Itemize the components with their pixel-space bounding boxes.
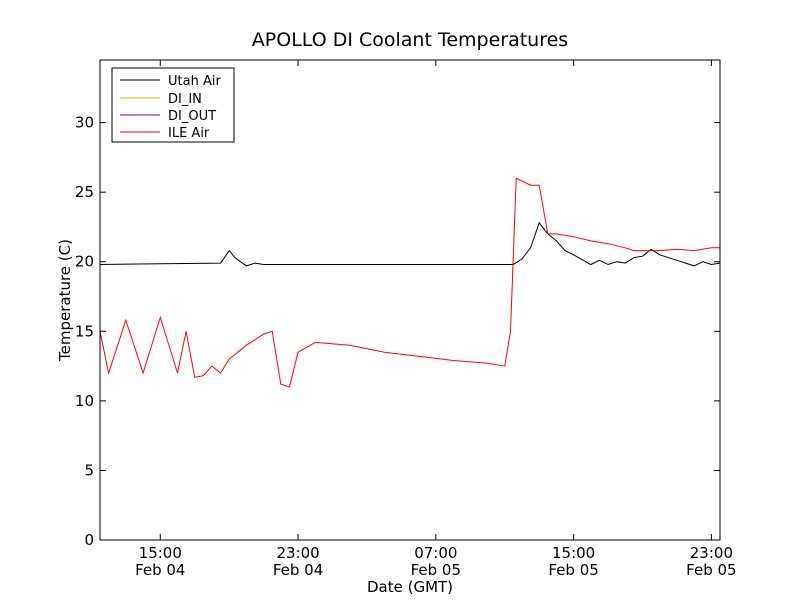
x-tick-label-time: 15:00 <box>552 544 595 562</box>
y-tick-label: 0 <box>84 531 94 549</box>
x-tick-label-date: Feb 05 <box>686 561 736 579</box>
x-tick-label-time: 07:00 <box>414 544 457 562</box>
x-tick-label-time: 23:00 <box>690 544 733 562</box>
y-tick-label: 20 <box>75 253 94 271</box>
plot-frame <box>99 59 721 541</box>
legend-label-ile-air: ILE Air <box>168 126 210 141</box>
x-tick-label-date: Feb 04 <box>135 561 185 579</box>
series-line-ile-air <box>99 177 720 388</box>
legend: Utah Air DI_IN DI_OUT ILE Air <box>111 67 235 143</box>
y-tick-label: 30 <box>75 114 94 132</box>
y-ticks: 0 5 10 15 20 25 30 <box>75 114 720 549</box>
legend-label-di-out: DI_OUT <box>168 109 216 124</box>
x-tick-label-time: 15:00 <box>139 544 182 562</box>
y-tick-label: 10 <box>75 392 94 410</box>
x-tick-label-date: Feb 04 <box>273 561 323 579</box>
legend-label-utah-air: Utah Air <box>168 74 221 89</box>
y-tick-label: 25 <box>75 183 94 201</box>
y-tick-label: 5 <box>84 461 94 479</box>
x-tick-label-date: Feb 05 <box>411 561 461 579</box>
y-axis-label: Temperature (C) <box>56 239 74 362</box>
x-axis-label: Date (GMT) <box>367 578 453 596</box>
series-line-utah-air <box>99 221 721 267</box>
x-tick-label-date: Feb 05 <box>548 561 598 579</box>
x-tick-label-time: 23:00 <box>276 544 319 562</box>
legend-label-di-in: DI_IN <box>168 92 202 107</box>
chart-title: APOLLO DI Coolant Temperatures <box>252 29 568 51</box>
series-layer <box>99 177 721 388</box>
y-tick-label: 15 <box>75 322 94 340</box>
